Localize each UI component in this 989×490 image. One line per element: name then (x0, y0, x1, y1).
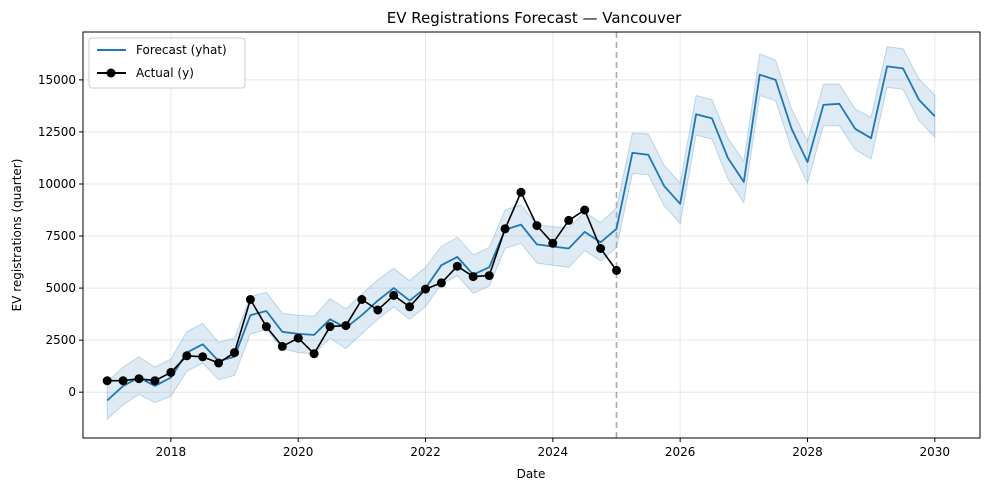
actual-point (293, 333, 303, 343)
actual-point (261, 322, 271, 332)
actual-point (564, 215, 574, 225)
x-tick-label: 2026 (665, 445, 696, 459)
actual-point (596, 244, 606, 253)
actual-point (118, 376, 128, 386)
y-axis-label: EV registrations (quarter) (10, 159, 24, 312)
forecast-layer (106, 65, 936, 402)
actual-point (405, 302, 415, 312)
grid (83, 32, 980, 438)
actual-point (309, 349, 319, 359)
legend-label-actual: Actual (y) (136, 66, 194, 80)
actual-point (245, 295, 255, 304)
chart-title: EV Registrations Forecast — Vancouver (387, 9, 682, 27)
legend-box (88, 37, 246, 89)
forecast-line (106, 65, 936, 402)
actual-point (500, 224, 510, 234)
actual-point (436, 278, 446, 288)
actual-point (134, 374, 144, 384)
actual-layer (102, 187, 621, 386)
actual-point (452, 261, 462, 271)
actual-point (468, 272, 478, 282)
x-tick-label: 2018 (156, 445, 187, 459)
actual-point (580, 205, 590, 215)
y-tick-label: 0 (68, 385, 76, 399)
y-tick-label: 10000 (38, 177, 76, 191)
y-tick-label: 2500 (45, 333, 76, 347)
x-tick-label: 2022 (410, 445, 441, 459)
actual-point (341, 321, 351, 331)
actual-point (166, 367, 176, 377)
actual-point (102, 376, 112, 386)
actual-point (612, 265, 621, 275)
actual-point (421, 284, 430, 294)
plot-frame (82, 31, 981, 439)
y-tick-label: 15000 (38, 73, 76, 87)
y-axis: 0 2500 5000 7500 10000 12500 15000 (38, 73, 83, 399)
y-tick-label: 7500 (45, 229, 76, 243)
actual-point (214, 358, 224, 368)
x-axis: 2018 2020 2022 2024 2026 2028 2030 (156, 438, 950, 459)
actual-point (484, 271, 494, 281)
confidence-band-layer (106, 46, 936, 421)
plot-area (83, 32, 980, 438)
y-tick-label: 12500 (38, 125, 76, 139)
actual-point (357, 295, 367, 304)
actual-point (277, 341, 287, 351)
x-axis-label: Date (517, 467, 546, 481)
x-tick-label: 2028 (792, 445, 823, 459)
actual-point (325, 322, 335, 332)
actual-point (150, 376, 160, 386)
actual-point (230, 348, 239, 358)
x-tick-label: 2020 (283, 445, 314, 459)
actual-point (389, 290, 399, 300)
forecast-confidence-band (106, 46, 936, 421)
actual-point (373, 305, 383, 315)
y-tick-label: 5000 (45, 281, 76, 295)
actual-point (198, 352, 208, 362)
x-tick-label: 2030 (920, 445, 951, 459)
legend: Forecast (yhat) Actual (y) (88, 37, 246, 89)
actual-point (532, 221, 542, 231)
x-tick-label: 2024 (538, 445, 569, 459)
actual-point (182, 351, 192, 361)
legend-label-forecast: Forecast (yhat) (136, 43, 227, 57)
actual-point (516, 187, 526, 197)
legend-marker-actual (106, 68, 116, 78)
actual-point (548, 238, 558, 248)
